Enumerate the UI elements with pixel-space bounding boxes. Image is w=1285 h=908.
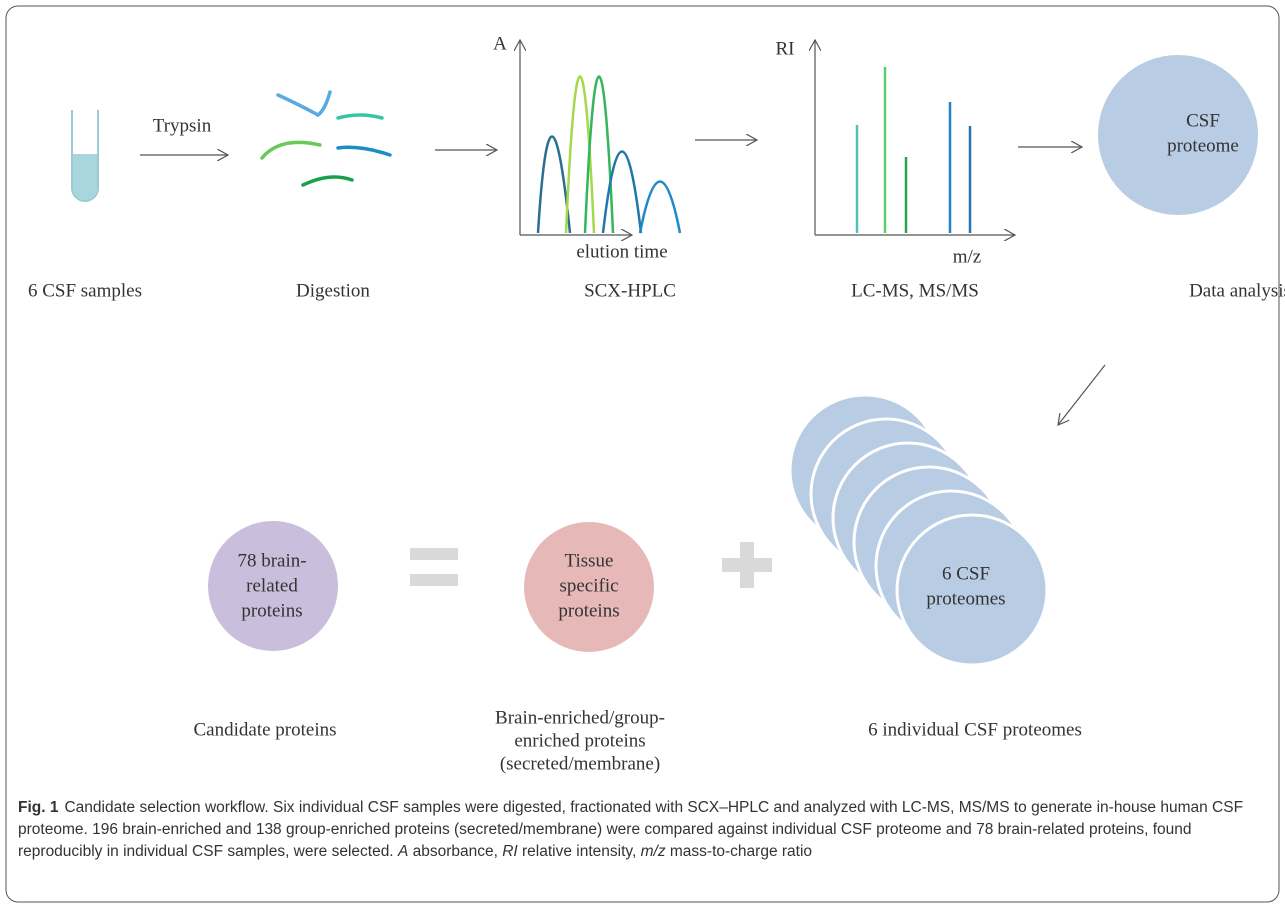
- equals-sign: [410, 548, 458, 560]
- caption-text: Candidate selection workflow. Six indivi…: [18, 799, 1244, 860]
- caption-text: mass-to-charge ratio: [665, 843, 813, 860]
- plus-sign: [722, 542, 772, 588]
- caption: Fig. 1 Candidate selection workflow. Six …: [18, 797, 1268, 863]
- step-label: Data analysis: [1189, 280, 1285, 301]
- candidates-circle: [208, 521, 338, 651]
- ms-peaks: [855, 67, 972, 233]
- caption-text: relative intensity,: [517, 843, 641, 860]
- step-label: SCX-HPLC: [584, 280, 676, 301]
- circle-text: 6 CSF: [942, 563, 990, 584]
- peptides: [260, 90, 392, 187]
- bottom-label: Brain-enriched/group-: [495, 707, 665, 728]
- bottom-label: enriched proteins: [514, 730, 645, 751]
- circle-text: proteins: [558, 600, 619, 621]
- enzyme-label: Trypsin: [153, 115, 212, 136]
- circle-text: CSF: [1186, 110, 1220, 131]
- bottom-label: (secreted/membrane): [500, 753, 660, 774]
- caption-text: absorbance,: [408, 843, 503, 860]
- equals-sign: [410, 574, 458, 586]
- step-label: 6 CSF samples: [28, 280, 142, 301]
- circle-text: proteome: [1167, 135, 1239, 156]
- step-label: Digestion: [296, 280, 370, 301]
- axis-label: m/z: [953, 246, 982, 267]
- tissue-circle: [524, 522, 654, 652]
- bottom-label: Candidate proteins: [194, 719, 337, 740]
- circle-text: specific: [559, 575, 618, 596]
- proteome-stack: [788, 393, 1049, 667]
- caption-abbr: A: [397, 843, 409, 860]
- axis-label: RI: [776, 38, 795, 59]
- axis-label: elution time: [576, 241, 667, 262]
- peaks: [536, 75, 682, 234]
- circle-text: proteomes: [926, 588, 1005, 609]
- circle-text: proteins: [241, 600, 302, 621]
- circle-text: related: [246, 575, 298, 596]
- circle-text: Tissue: [565, 550, 614, 571]
- circle-text: 78 brain-: [237, 550, 306, 571]
- tube: [71, 110, 99, 202]
- axis-label: A: [493, 33, 507, 54]
- arrow: [1058, 364, 1106, 425]
- proteome-circle: [1098, 55, 1258, 215]
- caption-abbr: RI: [502, 843, 518, 860]
- caption-label: Fig. 1: [18, 799, 59, 816]
- caption-abbr: m/z: [640, 843, 666, 860]
- bottom-label: 6 individual CSF proteomes: [868, 719, 1082, 740]
- tube-liquid: [73, 154, 97, 200]
- frame: [5, 5, 1280, 903]
- step-label: LC-MS, MS/MS: [851, 280, 979, 301]
